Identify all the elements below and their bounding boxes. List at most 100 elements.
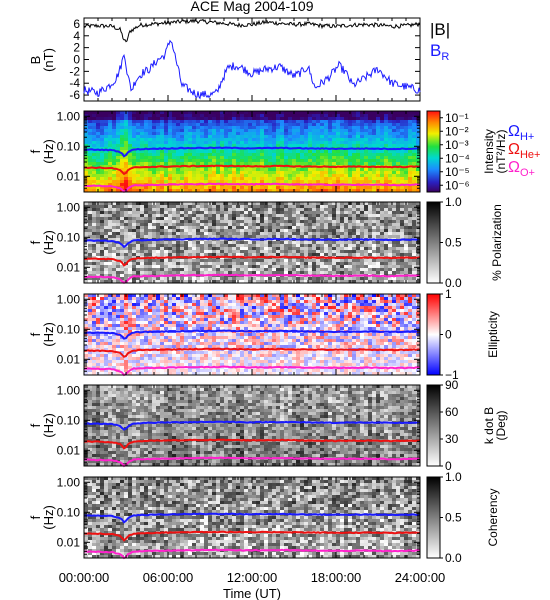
b-y-tick-label: 2 — [73, 41, 80, 55]
coherency-y-tick-label: 1.00 — [57, 475, 81, 489]
b-r-legend-sub: R — [441, 51, 449, 63]
x-tick-label: 12:00:00 — [227, 570, 278, 585]
b-y-tick-label: 4 — [73, 29, 80, 43]
b-y-tick-label: -2 — [69, 64, 80, 78]
coherency-colorbar-label: Coherency — [486, 488, 500, 546]
intensity-colorbar-label-line1: Intensity — [482, 129, 496, 174]
kdotb-colorbar — [426, 384, 441, 467]
ellipticity-panel: 1.00 0.10 0.01 f(Hz) 1 0 −1 Ellipticity — [28, 287, 500, 382]
intensity-colorbar-tick-label: 10⁻⁴ — [445, 151, 470, 165]
ellipticity-o-plus-gyro-line — [83, 365, 421, 377]
polarization-y-tick-label: 0.01 — [57, 260, 81, 274]
kdotb-colorbar-label-line2: (Deg) — [494, 410, 508, 440]
intensity-colorbar-label-line2: (nT²/Hz) — [494, 130, 508, 174]
intensity-y-tick-label: 1.00 — [57, 109, 81, 123]
intensity-ylabel-line2: (Hz) — [41, 139, 56, 164]
b-x-ticks — [83, 18, 421, 101]
intensity-o-plus-gyro-line — [83, 182, 421, 194]
kdotb-colorbar-tick-label: 90 — [445, 378, 459, 392]
x-axis-label: Time (UT) — [223, 586, 281, 600]
polarization-y-tick-label: 1.00 — [57, 200, 81, 214]
ellipticity-h-plus-gyro-line — [84, 329, 421, 340]
ellipticity-colorbar-tick-label: 1 — [445, 287, 452, 301]
x-tick-label: 24:00:00 — [395, 570, 446, 585]
coherency-o-plus-gyro-line — [83, 548, 420, 560]
intensity-he-plus-gyro-line — [84, 164, 421, 176]
b-r-line — [83, 39, 421, 100]
polarization-panel: 1.00 0.10 0.01 f(Hz) 1.0 0.5 0.0 % Polarization — [28, 195, 504, 290]
b-ylabel-line1: B — [28, 56, 43, 65]
ellipticity-colorbar-tick-label: 0 — [445, 328, 452, 342]
polarization-colorbar-label: % Polarization — [490, 204, 504, 281]
coherency-colorbar-tick-label: 0.5 — [445, 511, 462, 525]
gyro-legend-h-plus: ΩH+ — [508, 123, 534, 143]
b-ylabel-line2: (nT) — [41, 48, 56, 72]
gyro-legend-ion: H+ — [520, 131, 534, 143]
b-y-tick-label: -4 — [69, 76, 80, 90]
coherency-spectrogram — [84, 477, 420, 558]
intensity-colorbar-tick-label: 10⁻² — [445, 124, 469, 138]
kdotb-ylabel-line2: (Hz) — [41, 413, 56, 438]
polarization-ylabel-line1: f — [28, 240, 43, 244]
kdotb-ylabel-line1: f — [28, 423, 43, 427]
intensity-y-tick-label: 0.10 — [57, 139, 81, 153]
coherency-he-plus-gyro-line — [83, 530, 421, 542]
polarization-ylabel-line2: (Hz) — [41, 230, 56, 255]
polarization-colorbar-tick-label: 0.0 — [445, 276, 462, 290]
kdotb-colorbar-tick-label: 30 — [445, 432, 459, 446]
ellipticity-y-tick-label: 0.01 — [57, 352, 81, 366]
kdotb-colorbar-tick-label: 60 — [445, 405, 459, 419]
b-r-legend-main: B — [430, 41, 441, 60]
coherency-panel: 1.00 0.10 0.01 f(Hz) 1.0 0.5 0.0 Coherency — [28, 470, 500, 565]
b-r-legend: BR — [430, 41, 449, 63]
gyro-legend-ion: O+ — [520, 167, 535, 179]
kdotb-spectrogram — [84, 385, 420, 466]
intensity-colorbar-tick-label: 10⁻¹ — [445, 111, 469, 125]
kdotb-colorbar-tick-label: 0 — [445, 459, 452, 473]
gyro-legend-symbol: Ω — [508, 141, 520, 158]
b-total-legend: |B| — [430, 20, 450, 39]
ellipticity-y-tick-label: 0.10 — [57, 322, 81, 336]
ellipticity-ylabel-line2: (Hz) — [41, 322, 56, 347]
ellipticity-colorbar-tick-label: −1 — [445, 368, 459, 382]
ellipticity-ylabel-line1: f — [28, 332, 43, 336]
intensity-colorbar-tick-label: 10⁻⁶ — [445, 178, 470, 192]
polarization-h-plus-gyro-line — [83, 237, 421, 249]
kdotb-y-tick-label: 0.01 — [57, 443, 81, 457]
intensity-colorbar-tick-label: 10⁻³ — [445, 138, 469, 152]
polarization-he-plus-gyro-line — [83, 255, 421, 267]
intensity-panel: 1.00 0.10 0.01 f(Hz) 10⁻¹10⁻²10⁻³10⁻⁴10⁻⁵10⁻… — [28, 109, 540, 194]
b-total-line — [83, 17, 421, 43]
kdotb-y-tick-label: 1.00 — [57, 383, 81, 397]
coherency-y-tick-label: 0.10 — [57, 505, 81, 519]
gyro-legend-ion: He+ — [520, 149, 541, 161]
gyro-legend-symbol: Ω — [508, 123, 520, 140]
ellipticity-he-plus-gyro-line — [83, 347, 421, 358]
x-tick-label: 00:00:00 — [59, 570, 110, 585]
intensity-ylabel-line1: f — [28, 149, 43, 153]
kdotb-he-plus-gyro-line — [84, 438, 421, 450]
b-y-tick-label: 0 — [73, 53, 80, 67]
figure-title: ACE Mag 2004-109 — [191, 0, 314, 14]
b-plot-frame — [83, 17, 421, 102]
kdotb-h-plus-gyro-line — [84, 420, 421, 431]
intensity-colorbar — [426, 110, 441, 193]
x-tick-label: 06:00:00 — [143, 570, 194, 585]
polarization-colorbar-tick-label: 0.5 — [445, 236, 462, 250]
polarization-colorbar-tick-label: 1.0 — [445, 195, 462, 209]
gyro-legend-he-plus: ΩHe+ — [508, 141, 540, 161]
polarization-colorbar — [426, 201, 441, 284]
gyro-legend-symbol: Ω — [508, 159, 520, 176]
coherency-colorbar — [426, 476, 441, 559]
intensity-h-plus-gyro-line — [83, 146, 421, 158]
x-tick-label: 18:00:00 — [311, 570, 362, 585]
b-y-tick-label: -6 — [69, 88, 80, 102]
coherency-ylabel-line1: f — [28, 515, 43, 519]
coherency-colorbar-tick-label: 1.0 — [445, 470, 462, 484]
kdotb-panel: 1.00 0.10 0.01 f(Hz) 90 60 30 0 k dot B(Deg) — [28, 378, 508, 473]
gyro-legend-o-plus: ΩO+ — [508, 159, 535, 179]
coherency-ylabel-line2: (Hz) — [41, 505, 56, 530]
